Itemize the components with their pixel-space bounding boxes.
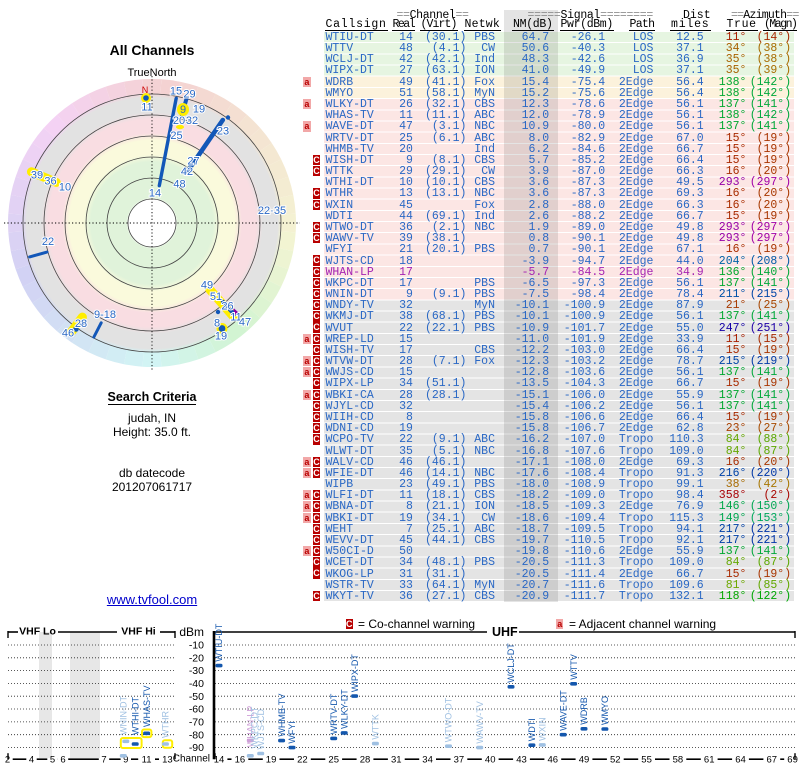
svg-text:WDTI: WDTI [527,718,537,741]
svg-text:5: 5 [50,755,55,766]
svg-text:-20: -20 [189,652,204,664]
svg-text:22: 22 [42,236,54,248]
svg-text:9: 9 [180,104,186,116]
svg-text:7: 7 [101,755,106,766]
svg-text:-70: -70 [189,717,204,729]
svg-text:-50: -50 [189,691,204,703]
svg-text:WXIN: WXIN [538,717,548,741]
svg-text:WJTS-CD: WJTS-CD [256,709,266,750]
svg-text:-40: -40 [189,678,204,690]
svg-text:WAWV-TV: WAWV-TV [475,701,485,743]
svg-text:34: 34 [422,755,433,766]
svg-text:WDRB: WDRB [579,697,589,725]
svg-text:37: 37 [454,755,465,766]
svg-text:10: 10 [59,181,71,193]
svg-text:WRTV-DT: WRTV-DT [329,693,339,734]
svg-text:VHF Hi: VHF Hi [121,626,156,638]
svg-text:2: 2 [5,755,10,766]
svg-text:46: 46 [548,755,559,766]
svg-text:WTTV: WTTV [569,654,579,680]
svg-text:19: 19 [266,755,277,766]
svg-text:WNIN-DT: WNIN-DT [119,696,129,735]
svg-text:-90: -90 [189,742,204,754]
svg-text:27: 27 [187,155,199,167]
svg-text:20: 20 [173,115,185,127]
svg-text:-10: -10 [189,640,204,652]
svg-text:52: 52 [610,755,621,766]
svg-text:36: 36 [44,175,56,187]
svg-text:VHF Lo: VHF Lo [19,626,56,638]
svg-text:WLKY-DT: WLKY-DT [339,689,349,729]
svg-text:WHMB-TV: WHMB-TV [277,694,287,737]
svg-text:-30: -30 [189,665,204,677]
svg-text:WHAS-TV: WHAS-TV [142,686,152,728]
svg-text:WMYO: WMYO [600,696,610,725]
svg-text:43: 43 [516,755,527,766]
svg-text:9-18: 9-18 [94,309,116,321]
svg-text:8: 8 [214,317,220,329]
svg-text:WHAN-LP: WHAN-LP [246,706,256,748]
svg-text:25: 25 [328,755,339,766]
svg-text:UHF: UHF [492,625,518,639]
svg-text:49: 49 [579,755,590,766]
svg-text:42: 42 [181,166,193,178]
svg-text:15: 15 [170,85,182,97]
svg-text:58: 58 [673,755,684,766]
svg-text:16: 16 [235,755,246,766]
svg-text:WTHI-DT: WTHI-DT [130,697,140,735]
svg-text:WFYI: WFYI [287,721,297,744]
svg-text:55: 55 [641,755,652,766]
svg-text:40: 40 [485,755,496,766]
svg-text:14: 14 [149,187,161,199]
svg-text:11: 11 [142,755,152,766]
svg-text:9: 9 [123,755,128,766]
svg-text:69: 69 [787,755,798,766]
svg-text:67: 67 [767,755,778,766]
svg-text:46: 46 [62,327,74,339]
svg-text:11: 11 [230,311,241,323]
svg-text:6: 6 [60,755,65,766]
svg-text:39: 39 [31,169,43,181]
svg-text:48: 48 [173,178,185,190]
svg-text:49: 49 [201,279,213,291]
svg-text:4: 4 [29,755,34,766]
svg-text:22: 22 [297,755,308,766]
svg-text:51: 51 [210,291,222,303]
svg-text:Channel: Channel [173,754,210,765]
svg-text:N: N [142,85,149,95]
svg-text:WKPC-DT: WKPC-DT [250,706,260,748]
svg-text:23: 23 [217,125,229,137]
svg-text:19: 19 [193,103,205,115]
svg-text:29: 29 [183,88,195,100]
svg-text:-80: -80 [189,729,204,741]
svg-text:22·35: 22·35 [258,205,286,217]
svg-text:WTWO-DT: WTWO-DT [444,697,454,742]
svg-text:26: 26 [221,300,233,312]
svg-text:WTHR: WTHR [161,711,171,738]
svg-text:WIPX-DT: WIPX-DT [350,654,360,692]
svg-text:28: 28 [360,755,371,766]
svg-text:13: 13 [162,755,173,766]
svg-text:25: 25 [170,130,182,142]
svg-text:dBm: dBm [179,625,204,639]
svg-text:31: 31 [391,755,402,766]
svg-text:64: 64 [735,755,746,766]
svg-text:WTTK: WTTK [371,714,381,740]
svg-text:28: 28 [75,318,87,330]
svg-text:14: 14 [214,755,225,766]
svg-text:19: 19 [215,330,227,342]
svg-text:WAVE-DT: WAVE-DT [558,690,568,731]
svg-text:WTIU-DT: WTIU-DT [214,623,224,661]
svg-text:11: 11 [141,101,152,113]
svg-text:32: 32 [186,115,198,127]
svg-text:-60: -60 [189,704,204,716]
svg-text:WCLJ-DT: WCLJ-DT [506,643,516,683]
svg-text:47: 47 [239,316,251,328]
svg-text:61: 61 [704,755,715,766]
